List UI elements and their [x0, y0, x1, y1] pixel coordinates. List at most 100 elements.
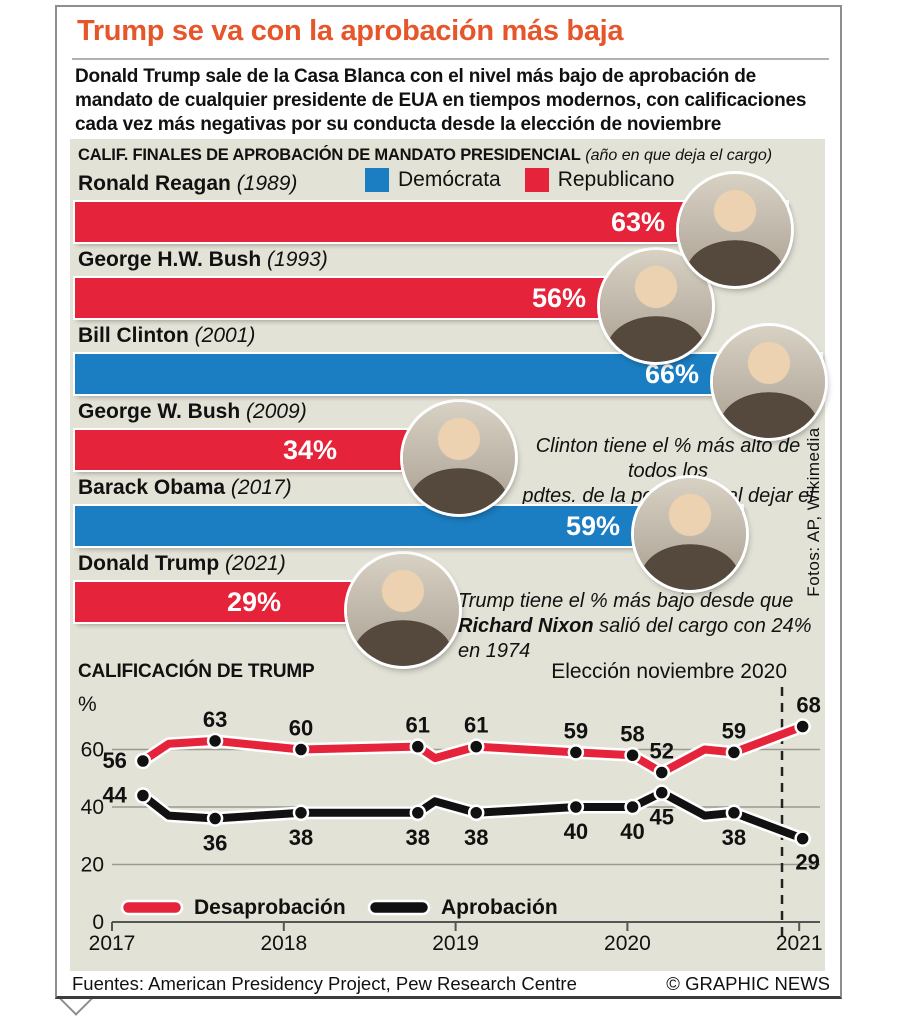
approval-value-label: 66%	[644, 359, 699, 389]
line-chart-title: CALIFICACIÓN DE TRUMP	[78, 661, 315, 682]
data-point-label: 44	[102, 783, 127, 808]
data-point-59	[725, 744, 743, 761]
president-photo	[403, 402, 515, 514]
approval-bar: 29%	[75, 554, 459, 666]
annotation-text: Clinton tiene el % más alto de todos los	[535, 435, 801, 482]
president-label: Donald Trump (2021)	[78, 552, 286, 576]
president-photo	[634, 478, 746, 590]
data-point-58	[624, 747, 641, 764]
data-point-label: 68	[796, 693, 820, 718]
approval-bar: 34%	[75, 402, 515, 514]
president-year: (2017)	[225, 476, 292, 499]
x-tick-label: 2017	[89, 932, 136, 955]
data-point-label: 60	[289, 716, 313, 741]
president-row-george-w-bush: George W. Bush (2009) 34%	[70, 400, 825, 514]
president-row-barack-obama: Barack Obama (2017) 59%	[70, 476, 825, 590]
data-point-61	[409, 738, 427, 755]
legend-item-republicano: Republicano	[524, 168, 675, 192]
president-year: (2001)	[188, 324, 256, 347]
copyright-text: © GRAPHIC NEWS	[666, 973, 830, 994]
data-point-label: 36	[203, 831, 227, 856]
data-point-38	[467, 804, 485, 821]
data-point-label: 59	[722, 718, 746, 743]
data-point-label: 45	[650, 805, 674, 830]
nixon-annotation: Trump tiene el % más bajo desde que Richa…	[458, 589, 823, 664]
title-divider	[72, 58, 829, 60]
president-label: George H.W. Bush (1993)	[78, 248, 328, 272]
approval-value-label: 56%	[531, 283, 586, 313]
data-point-label: 61	[406, 713, 430, 738]
approval-value-label: 34%	[282, 435, 337, 465]
data-point-63	[206, 732, 224, 750]
trump-approval-line-chart: 0 20 40 60% 2017 2018 2019 2020 2021 56 63 60 61 61 59…	[78, 687, 823, 955]
data-point-label: 40	[620, 819, 644, 844]
president-year: (1993)	[261, 248, 328, 271]
president-label: Barack Obama (2017)	[78, 476, 292, 500]
approval-value-label: 59%	[565, 511, 620, 541]
president-name: Bill Clinton	[78, 324, 189, 347]
election-annotation: Elección noviembre 2020	[551, 660, 787, 683]
president-photo	[713, 326, 825, 438]
data-point-52	[653, 764, 671, 781]
data-point-label: 58	[620, 721, 644, 746]
approval-bar: 56%	[75, 250, 712, 362]
bar-chart-title: CALIF. FINALES DE APROBACIÓN DE MANDATO …	[78, 146, 581, 164]
data-point-38	[725, 804, 743, 821]
president-name: George H.W. Bush	[78, 248, 262, 271]
president-photo	[679, 174, 791, 286]
y-tick-label: 20	[81, 854, 104, 877]
democrat-swatch	[365, 168, 389, 192]
president-year: (2009)	[240, 400, 307, 423]
legend-label-desaprobación: Desaprobación	[194, 896, 346, 919]
x-tick-label: 2021	[776, 932, 823, 955]
annotation-text: en 1974	[458, 640, 531, 662]
data-point-60	[292, 741, 310, 758]
president-row-donald-trump: Donald Trump (2021) 29%	[70, 552, 825, 666]
legend-label: Republicano	[557, 168, 675, 191]
sources-text: Fuentes: American Presidency Project, Pe…	[72, 973, 577, 994]
data-point-61	[467, 738, 485, 755]
president-name: Barack Obama	[78, 476, 226, 499]
data-point-40	[567, 798, 585, 816]
legend-dash-desaprobación	[120, 899, 184, 916]
y-tick-label: 60	[81, 739, 104, 762]
approval-value-label: 63%	[610, 207, 665, 237]
data-point-label: 38	[464, 825, 488, 850]
president-photo	[600, 250, 712, 362]
data-point-36	[206, 810, 224, 827]
data-point-44	[134, 787, 152, 804]
president-row-george-h-w-bush: George H.W. Bush (1993) 56%	[70, 248, 825, 362]
intro-paragraph: Donald Trump sale de la Casa Blanca con …	[75, 66, 807, 135]
approval-value-label: 29%	[226, 587, 281, 617]
approval-bar: 59%	[75, 478, 746, 590]
y-tick-label: 0	[92, 911, 104, 934]
y-axis-unit: %	[78, 693, 97, 716]
president-photo	[347, 554, 459, 666]
approval-bar: 63%	[75, 174, 791, 286]
president-name: George W. Bush	[78, 400, 241, 423]
president-name: Donald Trump	[78, 552, 220, 575]
data-point-label: 61	[464, 713, 488, 738]
republican-swatch	[524, 168, 549, 192]
legend-label-aprobación: Aprobación	[441, 896, 558, 919]
x-tick-label: 2019	[432, 932, 479, 955]
president-label: Bill Clinton (2001)	[78, 324, 255, 348]
data-point-38	[292, 804, 310, 821]
party-legend: Demócrata Republicano	[365, 168, 688, 192]
annotation-text: Trump tiene el % más bajo desde que	[458, 590, 794, 612]
annotation-text: Richard Nixon	[458, 615, 594, 637]
x-tick-label: 2018	[260, 932, 307, 955]
president-year: (2021)	[219, 552, 286, 575]
legend-label: Demócrata	[398, 168, 501, 191]
legend-dash-aprobación	[367, 899, 431, 916]
data-point-label: 38	[406, 825, 430, 850]
president-year: (1989)	[230, 172, 298, 195]
data-point-40	[624, 798, 641, 816]
data-point-68	[794, 718, 811, 735]
bar-chart-heading: CALIF. FINALES DE APROBACIÓN DE MANDATO …	[78, 146, 772, 165]
data-point-38	[409, 804, 427, 821]
data-point-59	[567, 744, 585, 761]
y-tick-label: 40	[81, 796, 104, 819]
data-point-label: 56	[102, 748, 126, 773]
infographic-frame: Trump se va con la aprobación más baja D…	[55, 5, 842, 999]
